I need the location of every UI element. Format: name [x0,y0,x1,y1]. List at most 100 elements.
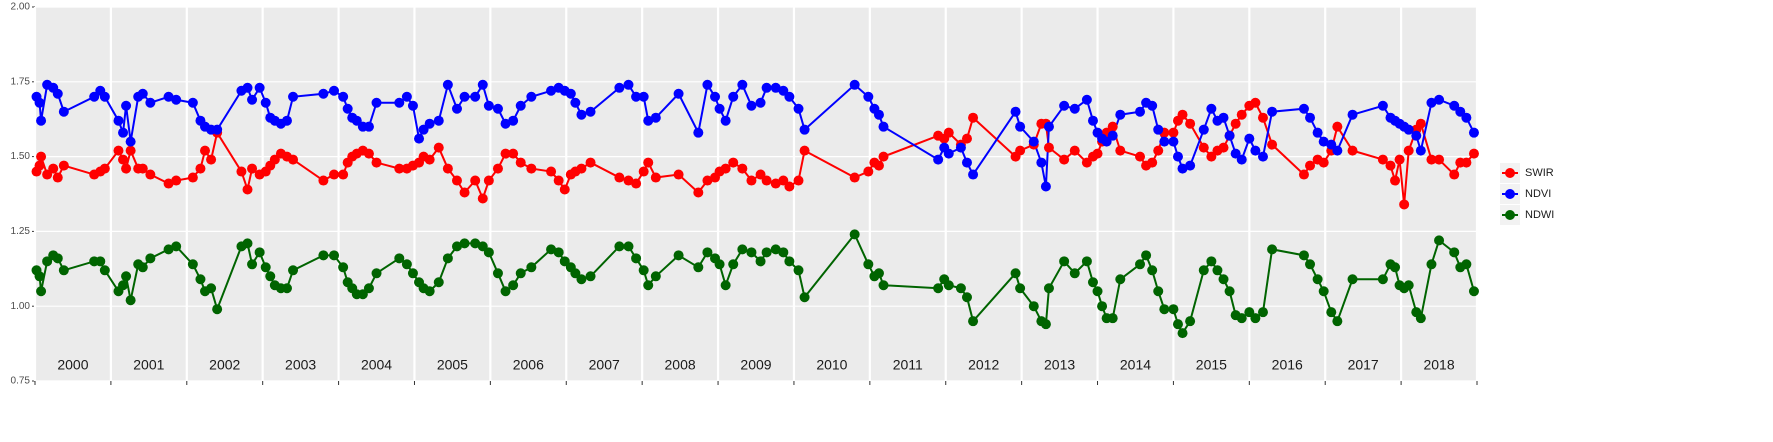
data-point [260,97,271,108]
data-point [546,244,557,255]
data-point [1399,199,1410,210]
data-point [793,175,804,186]
data-point [1198,265,1209,276]
data-point [247,94,258,105]
year-label: 2009 [740,357,771,373]
data-point [1206,103,1217,114]
data-point [1298,250,1309,261]
year-label: 2004 [361,357,392,373]
data-point [576,163,587,174]
data-point [784,181,795,192]
data-point [1141,250,1152,261]
data-point [799,124,810,135]
data-point [1236,154,1247,165]
data-point [1332,316,1343,327]
data-point [477,79,488,90]
data-point [720,163,731,174]
data-point [799,145,810,156]
data-point [171,175,182,186]
data-point [1206,256,1217,267]
data-point [1172,319,1183,330]
year-label: 2017 [1348,357,1379,373]
data-point [1153,286,1164,297]
data-point [470,91,481,102]
data-point [1040,319,1051,330]
data-point [849,79,860,90]
data-point [1087,115,1098,126]
data-point [746,175,757,186]
data-point [1015,283,1026,294]
data-point [145,97,156,108]
year-label: 2014 [1120,357,1151,373]
data-point [1159,304,1170,315]
data-point [565,88,576,99]
data-point [371,157,382,168]
data-point [1347,145,1358,156]
data-point [34,97,45,108]
data-point [1385,160,1396,171]
data-point [95,256,106,267]
legend: SWIR NDVI NDWI [1500,163,1554,225]
data-point [1244,133,1255,144]
legend-label: NDWI [1525,209,1554,221]
data-point [793,265,804,276]
data-point [1267,139,1278,150]
data-point [236,166,247,177]
data-point [1403,124,1414,135]
data-point [394,163,405,174]
data-point [329,169,340,180]
data-point [1326,307,1337,318]
data-point [1168,304,1179,315]
data-point [247,163,258,174]
data-point [254,82,265,93]
data-point [863,259,874,270]
data-point [761,175,772,186]
data-point [459,238,470,249]
data-point [553,247,564,258]
data-point [1043,283,1054,294]
data-point [799,292,810,303]
data-point [1434,94,1445,105]
data-point [424,286,435,297]
data-point [728,157,739,168]
data-point [1461,112,1472,123]
data-point [638,265,649,276]
legend-dot [1505,210,1515,220]
data-point [614,241,625,252]
year-label: 2008 [665,357,696,373]
year-label: 2011 [893,357,923,373]
data-point [770,244,781,255]
data-point [1028,301,1039,312]
data-point [614,172,625,183]
data-point [1040,181,1051,192]
data-point [318,250,329,261]
data-point [171,241,182,252]
data-point [318,88,329,99]
data-point [873,160,884,171]
data-point [1059,100,1070,111]
data-point [281,115,292,126]
data-point [702,175,713,186]
data-point [52,172,63,183]
data-point [451,103,462,114]
data-point [673,250,684,261]
data-point [52,253,63,264]
data-point [442,79,453,90]
data-point [281,283,292,294]
data-point [933,154,944,165]
data-point [451,175,462,186]
data-point [99,163,110,174]
data-point [1135,151,1146,162]
data-point [1236,109,1247,120]
data-point [1168,136,1179,147]
data-point [955,283,966,294]
data-point [371,97,382,108]
data-point [784,256,795,267]
data-point [873,109,884,120]
data-point [470,175,481,186]
data-point [1218,142,1229,153]
data-point [878,121,889,132]
data-point [1198,142,1209,153]
data-point [36,151,47,162]
data-point [1298,169,1309,180]
